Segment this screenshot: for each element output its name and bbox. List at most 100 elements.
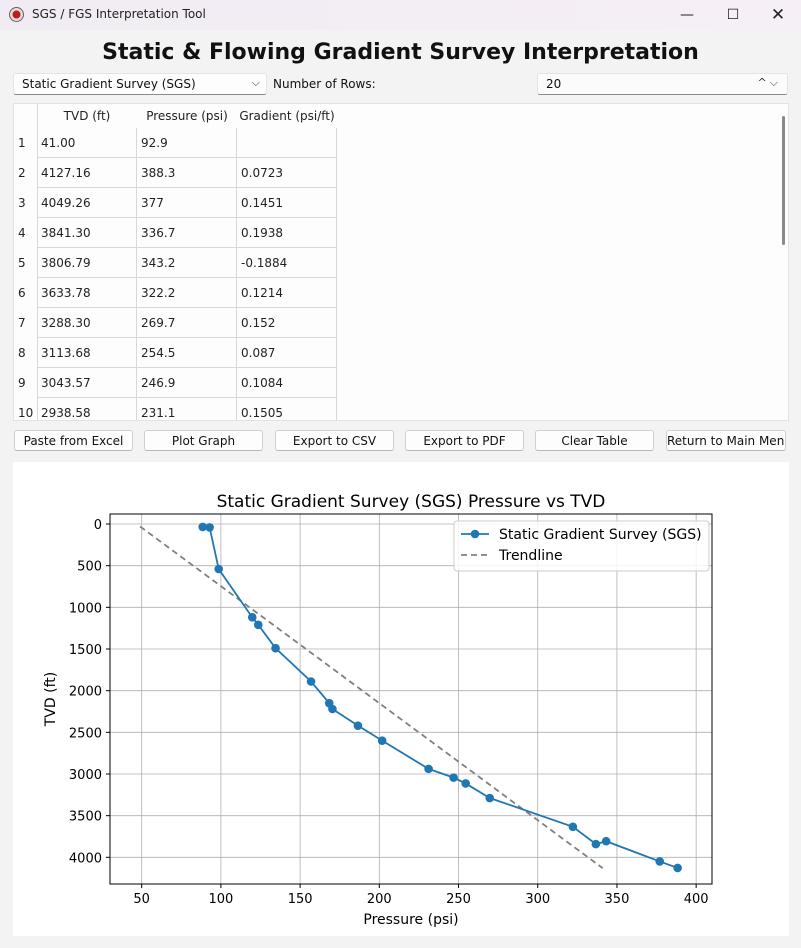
table-cell-gradient[interactable]: 0.1214 (237, 278, 337, 308)
column-header-pressure[interactable]: Pressure (psi) (137, 104, 237, 128)
table-cell-tvd[interactable]: 3043.57 (37, 368, 137, 398)
table-cell-tvd[interactable]: 3841.30 (37, 218, 137, 248)
sgs-data-point (253, 620, 263, 630)
x-axis-label: Pressure (psi) (363, 912, 458, 928)
table-cell-pressure[interactable]: 377 (137, 188, 237, 218)
table-cell-tvd[interactable]: 4049.26 (37, 188, 137, 218)
row-header[interactable]: 8 (18, 346, 26, 360)
plot-graph-button[interactable]: Plot Graph (144, 430, 263, 451)
sgs-data-point (655, 857, 665, 866)
x-tick-label: 300 (525, 892, 550, 907)
column-header-tvd[interactable]: TVD (ft) (37, 104, 137, 128)
table-cell-pressure[interactable]: 246.9 (137, 368, 237, 398)
x-tick-label: 350 (605, 892, 630, 907)
sgs-data-point (461, 779, 470, 788)
minimize-button[interactable]: — (680, 7, 694, 23)
rows-value: 20 (546, 77, 562, 91)
row-header[interactable]: 1 (18, 136, 26, 150)
chevron-down-icon: ⌵ (251, 76, 260, 89)
table-cell-pressure[interactable]: 92.9 (137, 128, 237, 158)
spin-arrows-icon[interactable]: ^⌵ (757, 76, 781, 89)
rows-label: Number of Rows: (273, 77, 376, 91)
table-cell-tvd[interactable]: 3288.30 (37, 308, 137, 338)
sgs-data-point (198, 522, 207, 532)
table-cell-pressure[interactable]: 388.3 (137, 158, 237, 188)
y-tick-label: 0 (94, 518, 102, 533)
table-cell-pressure[interactable]: 322.2 (137, 278, 237, 308)
sgs-data-point (353, 721, 363, 730)
y-tick-label: 3500 (69, 810, 102, 825)
sgs-data-point (205, 523, 214, 532)
table-cell-gradient[interactable]: 0.152 (237, 308, 337, 338)
legend-trend-label: Trendline (498, 548, 563, 564)
y-tick-label: 2500 (69, 726, 102, 741)
table-cell-tvd[interactable]: 3806.79 (37, 248, 137, 278)
export-pdf-button[interactable]: Export to PDF (405, 430, 524, 451)
sgs-data-point (485, 793, 495, 803)
plot-panel: 50 100 150 200 250 300 350 400 0 500 1000 1500 2000 2… (13, 462, 789, 936)
chart-title: Static Gradient Survey (SGS) Pressure vs… (217, 492, 606, 512)
table-cell-tvd[interactable]: 3113.68 (37, 338, 137, 368)
row-header[interactable]: 4 (18, 226, 26, 240)
table-cell-gradient[interactable]: 0.1505 (237, 398, 337, 420)
maximize-button[interactable]: ☐ (726, 7, 740, 23)
row-header[interactable]: 5 (18, 256, 26, 270)
table-cell-gradient[interactable]: -0.1884 (237, 248, 337, 278)
column-header-gradient[interactable]: Gradient (psi/ft) (237, 104, 337, 128)
table-cell-tvd[interactable]: 4127.16 (37, 158, 137, 188)
x-tick-label: 400 (684, 892, 709, 907)
row-header[interactable]: 10 (18, 406, 34, 420)
sgs-data-point (328, 704, 337, 714)
trendline-series (139, 525, 604, 869)
table-cell-tvd[interactable]: 3633.78 (37, 278, 137, 308)
table-cell-gradient[interactable]: 0.1938 (237, 218, 337, 248)
sgs-data-point (591, 839, 601, 849)
table-cell-tvd[interactable]: 2938.58 (37, 398, 137, 420)
row-header[interactable]: 2 (18, 166, 26, 180)
row-header[interactable]: 9 (18, 376, 26, 390)
table-cell-gradient[interactable] (237, 128, 337, 158)
table-cell-pressure[interactable]: 336.7 (137, 218, 237, 248)
sgs-data-point (247, 613, 257, 622)
row-header[interactable]: 3 (18, 196, 26, 210)
export-csv-button[interactable]: Export to CSV (275, 430, 394, 451)
row-header[interactable]: 7 (18, 316, 26, 330)
x-tick-label: 150 (288, 892, 313, 907)
vertical-scrollbar[interactable] (782, 116, 785, 245)
row-header[interactable]: 6 (18, 286, 26, 300)
survey-type-value: Static Gradient Survey (SGS) (22, 77, 196, 91)
y-tick-label: 1500 (69, 643, 102, 658)
table-cell-gradient[interactable]: 0.0723 (237, 158, 337, 188)
pressure-vs-tvd-chart: 50 100 150 200 250 300 350 40005001000150020002… (43, 492, 713, 928)
sgs-series-line (202, 526, 678, 869)
x-tick-label: 200 (367, 892, 392, 907)
sgs-data-point (377, 736, 387, 745)
plot-frame (109, 513, 713, 885)
legend-sgs-marker (470, 529, 480, 539)
legend-sgs-label: Static Gradient Survey (SGS) (499, 527, 702, 543)
survey-type-select[interactable]: Static Gradient Survey (SGS) ⌵ (13, 73, 267, 95)
legend-box (453, 520, 710, 572)
table-cell-gradient[interactable]: 0.1084 (237, 368, 337, 398)
window-title: SGS / FGS Interpretation Tool (32, 7, 206, 21)
rows-spinbox[interactable]: 20 ^⌵ (537, 73, 788, 95)
table-cell-pressure[interactable]: 231.1 (137, 398, 237, 420)
table-cell-tvd[interactable]: 41.00 (37, 128, 137, 158)
paste-from-excel-button[interactable]: Paste from Excel (14, 430, 133, 451)
table-cell-gradient[interactable]: 0.087 (237, 338, 337, 368)
close-button[interactable]: ✕ (770, 5, 786, 25)
data-table[interactable]: TVD (ft) Pressure (psi) Gradient (psi/ft… (13, 103, 789, 421)
return-main-menu-button[interactable]: Return to Main Menu (666, 430, 786, 451)
x-tick-label: 50 (133, 892, 150, 907)
x-tick-label: 250 (446, 892, 471, 907)
clear-table-button[interactable]: Clear Table (535, 430, 654, 451)
table-cell-pressure[interactable]: 269.7 (137, 308, 237, 338)
x-tick-label: 100 (208, 892, 233, 907)
y-tick-label: 2000 (69, 685, 102, 700)
table-cell-gradient[interactable]: 0.1451 (237, 188, 337, 218)
sgs-data-point (568, 822, 578, 832)
sgs-data-point (424, 764, 433, 774)
table-cell-pressure[interactable]: 343.2 (137, 248, 237, 278)
sgs-data-point (673, 863, 682, 873)
table-cell-pressure[interactable]: 254.5 (137, 338, 237, 368)
